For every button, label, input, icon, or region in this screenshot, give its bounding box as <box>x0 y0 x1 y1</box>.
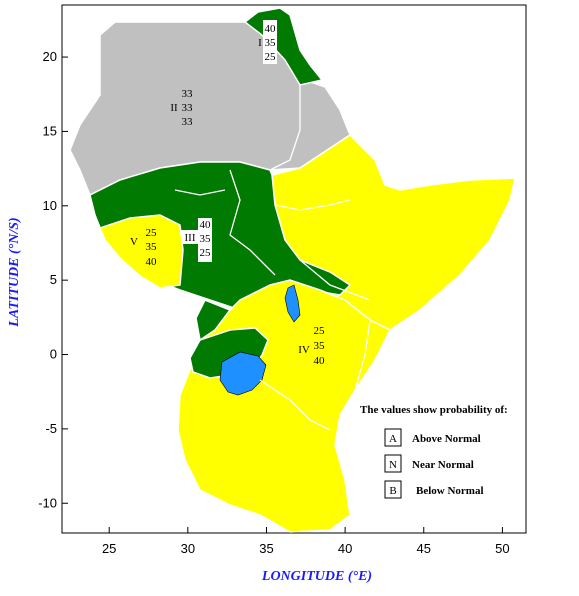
zone-i-value-a: 40 <box>265 23 277 35</box>
zone-iii-value-b: 25 <box>200 247 212 259</box>
zone-i-id: I <box>258 37 262 49</box>
y-tick-label: -10 <box>38 495 57 510</box>
zone-v-value-b: 40 <box>146 256 158 268</box>
legend-key-above: A <box>389 433 397 445</box>
legend-key-box-above <box>384 428 402 447</box>
legend-label-below: Below Normal <box>416 485 484 497</box>
lake-turkana <box>284 284 301 323</box>
y-tick-label: 15 <box>43 123 57 138</box>
y-axis-ticks: 20 15 10 5 0 -5 -10 <box>38 49 68 510</box>
legend-label-above: Above Normal <box>412 433 481 445</box>
zone-ii-id: II <box>170 102 178 114</box>
y-tick-label: 10 <box>43 198 57 213</box>
legend-key-box-below <box>384 480 402 499</box>
y-tick-label: 5 <box>50 272 57 287</box>
x-tick-label: 50 <box>495 541 509 556</box>
legend-key-box-near <box>384 454 402 473</box>
zone-iv-label: IV 25 35 40 <box>298 325 325 367</box>
zone-v-value-n: 35 <box>146 241 158 253</box>
x-tick-label: 45 <box>417 541 431 556</box>
zone-i-label: I 40 35 25 <box>258 20 277 64</box>
legend: The values show probability of: A Above … <box>360 404 508 499</box>
y-axis-title: LATITUDE (°N/S) <box>7 217 22 327</box>
zone-ii-value-n: 33 <box>182 102 194 114</box>
zone-v-label: V 25 35 40 <box>130 227 157 268</box>
zone-iv-value-b: 40 <box>314 355 326 367</box>
zone-iii-value-a: 40 <box>200 219 212 231</box>
zone-v-id: V <box>130 236 138 248</box>
zone-i-value-n: 35 <box>265 37 277 49</box>
country-boundaries <box>174 85 371 431</box>
zone-iii-id-box <box>181 230 199 244</box>
zone-iii-value-n: 35 <box>200 233 212 245</box>
legend-title: The values show probability of: <box>360 404 508 416</box>
zone-ii-label: II 33 33 33 <box>170 88 193 128</box>
zone-iii-value-box <box>198 218 212 262</box>
x-axis-title: LONGITUDE (°E) <box>261 569 372 584</box>
zone-ii-value-b: 33 <box>182 116 194 128</box>
x-tick-label: 40 <box>338 541 352 556</box>
x-tick-label: 30 <box>181 541 195 556</box>
y-tick-label: 20 <box>43 49 57 64</box>
legend-key-near: N <box>389 459 397 471</box>
zone-v-region <box>98 214 184 289</box>
zone-iv-value-n: 35 <box>314 340 326 352</box>
legend-key-below: B <box>389 485 396 497</box>
zone-v-value-a: 25 <box>146 227 158 239</box>
zone-iii-id: III <box>185 232 196 244</box>
x-tick-label: 35 <box>259 541 273 556</box>
zone-ii-value-a: 33 <box>182 88 194 100</box>
zone-i-value-box <box>263 20 277 64</box>
zone-i-value-b: 25 <box>265 51 277 63</box>
zone-west-strip <box>195 299 232 342</box>
y-tick-label: 0 <box>50 347 57 362</box>
zone-iv-value-a: 25 <box>314 325 326 337</box>
x-axis-ticks: 25 30 35 40 45 50 <box>102 527 510 556</box>
y-tick-label: -5 <box>45 421 57 436</box>
x-tick-label: 25 <box>102 541 116 556</box>
lake-victoria <box>219 351 267 396</box>
zone-iii-label: III 40 35 25 <box>181 218 212 262</box>
legend-label-near: Near Normal <box>412 459 474 471</box>
zone-iv-id: IV <box>298 344 310 356</box>
